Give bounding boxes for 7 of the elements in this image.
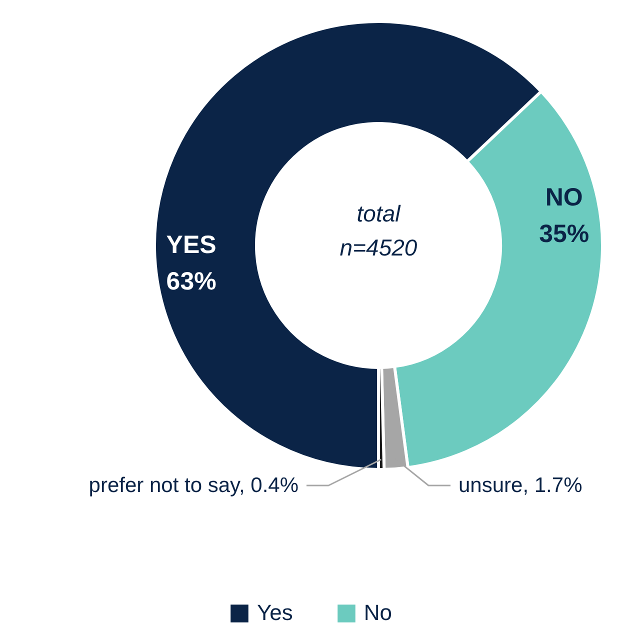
data-label: unsure, 1.7% — [458, 474, 582, 497]
data-label: prefer not to say, 0.4% — [88, 474, 299, 497]
data-label: NO 35% — [539, 183, 590, 248]
legend-label: No — [364, 600, 392, 626]
text: total n=4520 — [340, 200, 418, 260]
legend-label: Yes — [256, 600, 293, 626]
data-label: YES 63% — [166, 230, 216, 296]
